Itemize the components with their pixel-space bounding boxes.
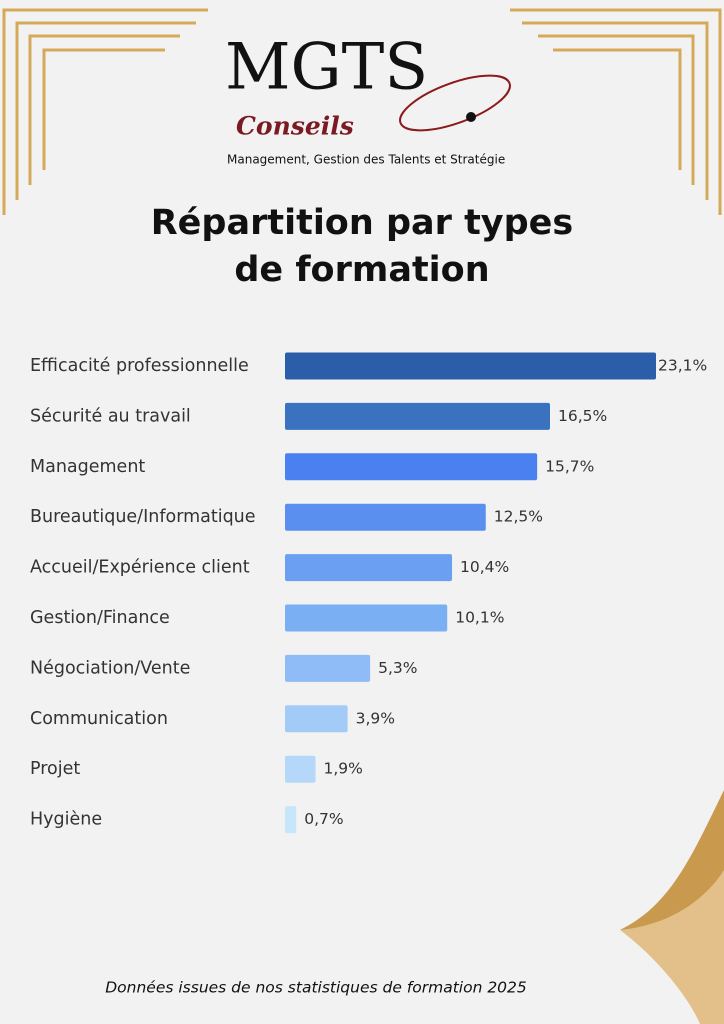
value-label: 3,9%: [356, 709, 395, 727]
chart-title: Répartition par types de formation: [150, 203, 574, 290]
bar: [285, 554, 453, 582]
value-label: 12,5%: [494, 508, 543, 526]
value-label: 23,1%: [658, 357, 707, 375]
value-label: 5,3%: [378, 659, 417, 677]
bar: [285, 705, 348, 733]
logo-tagline: Management, Gestion des Talents et Strat…: [227, 153, 505, 167]
logo-sub: Conseils: [236, 112, 354, 141]
bar: [285, 503, 486, 531]
logo-dot: [466, 112, 476, 122]
value-label: 15,7%: [545, 457, 594, 475]
logo-orbit: [399, 74, 511, 132]
category-label: Bureautique/Informatique: [30, 507, 256, 527]
bar: [285, 755, 316, 783]
category-label: Management: [30, 457, 145, 477]
logo-name: MGTS: [225, 31, 428, 105]
bar: [285, 352, 656, 380]
page-curl-shade: [620, 790, 724, 930]
category-label: Communication: [30, 709, 168, 729]
category-label: Sécurité au travail: [30, 406, 191, 426]
value-label: 16,5%: [558, 407, 607, 425]
category-label: Hygiène: [30, 810, 102, 830]
category-label: Projet: [30, 759, 80, 779]
bar: [285, 654, 371, 682]
category-label: Efficacité professionnelle: [30, 356, 249, 376]
value-label: 0,7%: [304, 810, 343, 828]
bar: [285, 806, 297, 834]
value-label: 10,4%: [460, 558, 509, 576]
category-label: Négociation/Vente: [30, 658, 190, 678]
value-label: 1,9%: [324, 760, 363, 778]
corner-decoration: [2, 8, 722, 215]
bar: [285, 453, 538, 481]
value-label: 10,1%: [455, 609, 504, 627]
footnote: Données issues de nos statistiques de fo…: [105, 979, 527, 997]
category-label: Gestion/Finance: [30, 608, 170, 628]
bar: [285, 402, 550, 430]
bar: [285, 604, 448, 632]
title-box: Répartition par types de formation: [150, 203, 574, 290]
category-label: Accueil/Expérience client: [30, 558, 250, 578]
